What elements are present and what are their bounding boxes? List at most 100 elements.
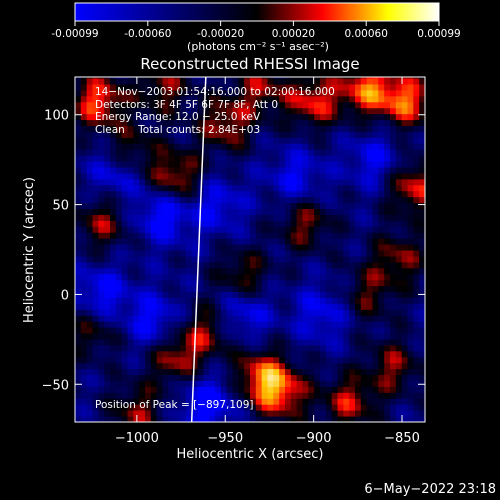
heatmap-cell [80,77,88,79]
heatmap-cell [360,410,368,417]
heatmap-cell [372,309,379,316]
heatmap-cell [349,220,356,227]
heatmap-cell [215,333,222,340]
heatmap-cell [133,344,140,352]
heatmap-cell [244,392,251,399]
heatmap-cell [185,113,193,121]
heatmap-cell [104,398,111,405]
heatmap-cell [238,374,245,381]
heatmap-cell [215,78,222,85]
heatmap-cell [320,321,327,328]
heatmap-cell [279,244,286,251]
heatmap-cell [290,279,298,287]
heatmap-cell [215,291,222,298]
heatmap-cell [226,131,233,138]
heatmap-cell [255,303,263,310]
heatmap-cell [337,184,344,192]
heatmap-cell [390,137,397,144]
heatmap-cell [255,143,263,150]
heatmap-cell [366,398,373,405]
heatmap-cell [407,190,414,198]
heatmap-cell [80,380,88,387]
heatmap-cell [203,95,210,103]
heatmap-cell [145,95,152,103]
heatmap-cell [250,279,257,287]
heatmap-cell [250,137,257,144]
heatmap-cell [86,255,93,263]
heatmap-cell [133,208,140,215]
heatmap-cell [413,155,420,162]
heatmap-cell [384,208,391,215]
heatmap-cell [139,232,146,239]
heatmap-cell [395,416,403,422]
heatmap-cell [290,404,298,411]
heatmap-cell [168,95,175,103]
heatmap-cell [296,232,303,239]
heatmap-cell [390,392,397,399]
heatmap-cell [168,89,175,97]
heatmap-cell [92,398,99,405]
heatmap-cell [384,285,391,293]
heatmap-cell [168,238,175,245]
heatmap-cell [203,220,210,227]
heatmap-cell [279,303,286,310]
heatmap-cell [150,279,158,287]
heatmap-cell [215,250,222,257]
heatmap-cell [168,333,175,340]
heatmap-cell [325,250,333,257]
heatmap-cell [191,238,198,245]
heatmap-cell [384,190,391,198]
heatmap-cell [220,202,228,210]
heatmap-cell [331,333,338,340]
heatmap-cell [419,279,425,287]
heatmap-cell [185,238,193,245]
heatmap-cell [308,238,315,245]
heatmap-cell [174,362,181,370]
heatmap-cell [314,208,321,215]
heatmap-cell [191,196,198,204]
heatmap-cell [314,392,321,399]
heatmap-cell [104,350,111,358]
heatmap-cell [261,107,268,115]
heatmap-cell [308,113,315,121]
heatmap-cell [401,267,408,275]
heatmap-cell [390,161,397,168]
heatmap-cell [220,261,228,269]
heatmap-cell [267,380,274,387]
heatmap-cell [425,72,431,78]
heatmap-cell [75,172,82,180]
heatmap-cell [92,309,99,316]
heatmap-cell [220,78,228,85]
heatmap-cell [156,285,163,293]
heatmap-cell [250,380,257,387]
heatmap-cell [349,113,356,121]
heatmap-cell [127,89,134,97]
heatmap-cell [302,273,309,281]
heatmap-cell [127,178,134,186]
heatmap-cell [238,297,245,304]
heatmap-cell [92,410,99,417]
heatmap-cell [419,190,425,198]
heatmap-cell [162,356,169,364]
heatmap-cell [395,386,403,393]
heatmap-cell [145,327,152,334]
heatmap-cell [290,143,298,150]
heatmap-cell [390,250,397,257]
heatmap-cell [139,410,146,417]
heatmap-cell [133,285,140,293]
heatmap-cell [110,338,117,346]
heatmap-cell [80,267,88,275]
heatmap-cell [401,190,408,198]
heatmap-cell [121,315,128,322]
heatmap-cell [162,232,169,239]
heatmap-cell [168,244,175,251]
heatmap-cell [180,350,187,358]
heatmap-cell [290,172,298,180]
heatmap-cell [401,226,408,233]
heatmap-cell [145,392,152,399]
heatmap-cell [150,321,158,328]
heatmap-cell [296,255,303,263]
y-tick-label: 50 [52,199,69,214]
heatmap-cell [191,392,198,399]
heatmap-cell [419,77,425,79]
